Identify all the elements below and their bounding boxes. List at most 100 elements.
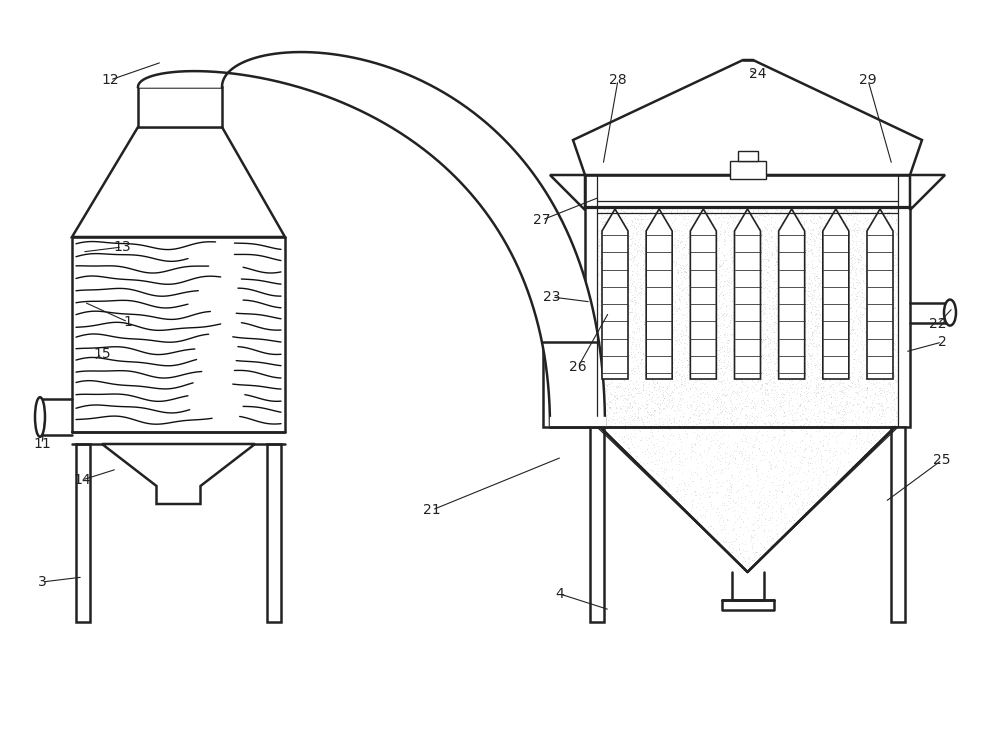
Point	[763, 355, 779, 367]
Point	[660, 263, 676, 274]
Point	[735, 327, 751, 339]
Point	[751, 251, 767, 263]
Point	[676, 212, 692, 224]
Point	[787, 354, 803, 365]
Point	[744, 370, 760, 381]
Point	[755, 507, 771, 518]
Point	[819, 463, 835, 475]
Point	[882, 403, 898, 414]
Point	[821, 433, 837, 444]
Point	[794, 277, 810, 289]
Point	[796, 451, 812, 463]
Point	[734, 382, 750, 394]
Point	[752, 548, 768, 560]
Point	[868, 407, 884, 419]
Point	[685, 419, 701, 430]
Point	[797, 402, 813, 414]
Point	[715, 514, 731, 526]
Point	[789, 420, 805, 432]
Point	[697, 316, 713, 328]
Point	[859, 429, 875, 441]
Point	[811, 307, 827, 319]
Point	[728, 331, 744, 343]
Point	[601, 289, 617, 301]
Point	[812, 365, 828, 376]
Point	[838, 261, 854, 272]
Point	[712, 458, 728, 470]
Point	[800, 357, 816, 369]
Point	[778, 419, 794, 431]
Point	[671, 447, 687, 459]
Point	[639, 417, 655, 428]
Point	[624, 219, 640, 231]
Point	[640, 398, 656, 410]
Point	[600, 240, 616, 252]
Point	[767, 381, 783, 392]
Point	[849, 209, 865, 221]
Point	[594, 239, 610, 251]
Point	[811, 211, 827, 223]
Point	[753, 550, 769, 561]
Point	[843, 326, 859, 337]
Point	[842, 371, 858, 383]
Point	[684, 501, 700, 512]
Point	[772, 394, 788, 406]
Point	[753, 331, 769, 343]
Point	[793, 205, 809, 217]
Point	[599, 387, 615, 399]
Point	[614, 313, 630, 324]
Point	[768, 244, 784, 255]
Point	[756, 417, 772, 429]
Point	[823, 273, 839, 285]
Point	[595, 365, 611, 377]
Point	[767, 289, 783, 301]
Point	[838, 408, 854, 419]
Point	[765, 299, 781, 311]
Point	[773, 354, 789, 366]
Point	[739, 253, 755, 264]
Point	[773, 348, 789, 360]
Point	[647, 404, 663, 416]
Point	[606, 351, 622, 363]
Point	[691, 302, 707, 313]
Point	[816, 417, 832, 428]
Point	[620, 294, 636, 306]
Point	[811, 221, 827, 233]
Point	[772, 397, 788, 409]
Point	[776, 222, 792, 234]
Point	[697, 336, 713, 348]
Point	[803, 387, 819, 399]
Point	[711, 453, 727, 465]
Point	[673, 494, 689, 506]
Point	[745, 537, 761, 549]
Point	[680, 243, 696, 255]
Point	[822, 221, 838, 233]
Point	[805, 391, 821, 403]
Point	[819, 296, 835, 307]
Point	[825, 330, 841, 342]
Point	[745, 252, 761, 264]
Point	[838, 464, 854, 476]
Point	[726, 215, 742, 227]
Point	[761, 307, 777, 318]
Point	[830, 359, 846, 370]
Point	[841, 359, 857, 370]
Point	[781, 280, 797, 291]
Point	[805, 340, 821, 352]
Point	[702, 228, 718, 240]
Point	[675, 329, 691, 340]
Point	[824, 212, 840, 223]
Point	[779, 356, 795, 368]
Point	[723, 242, 739, 254]
Point	[825, 244, 841, 255]
Point	[729, 437, 745, 449]
Point	[597, 242, 613, 254]
Point	[642, 362, 658, 373]
Point	[712, 376, 728, 387]
Point	[683, 273, 699, 285]
Point	[641, 386, 657, 397]
Point	[601, 223, 617, 234]
Point	[603, 394, 619, 406]
Point	[845, 406, 861, 417]
Point	[675, 483, 691, 495]
